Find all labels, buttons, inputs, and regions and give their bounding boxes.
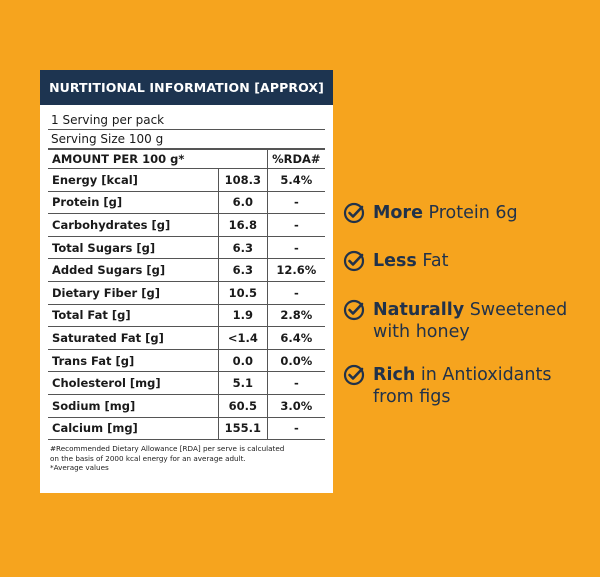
nutrient-rda: - xyxy=(266,280,325,305)
claim-item: Rich in Antioxidants from figs xyxy=(343,364,551,408)
nutrient-value: 6.3 xyxy=(217,235,268,260)
claim-bold: Naturally xyxy=(373,300,465,320)
nutrition-table: AMOUNT PER 100 g* %RDA# Energy [kcal] 108… xyxy=(48,149,325,441)
table-row: Carbohydrates [g] 16.8- xyxy=(48,213,325,237)
nutrient-label: Protein [g] xyxy=(48,190,219,215)
nutrient-rda: - xyxy=(266,371,325,395)
table-header-row: AMOUNT PER 100 g* %RDA# xyxy=(48,149,325,169)
nutrient-label: Carbohydrates [g] xyxy=(48,213,219,237)
check-circle-icon xyxy=(343,364,365,386)
nutrient-value: 6.0 xyxy=(217,190,268,215)
nutrient-rda: - xyxy=(266,416,325,441)
nutrient-label: Calcium [mg] xyxy=(48,416,219,441)
table-row: Calcium [mg] 155.1- xyxy=(48,416,325,441)
table-row: Added Sugars [g] 6.3 12.6% xyxy=(48,258,325,282)
serving-size: Serving Size 100 g xyxy=(48,130,325,149)
table-row: Total Sugars [g] 6.3- xyxy=(48,235,325,260)
nutrient-label: Cholesterol [mg] xyxy=(48,371,219,395)
nutrient-value: <1.4 xyxy=(217,326,268,350)
claim-text-line2: with honey xyxy=(373,322,470,342)
claim-bold: Rich xyxy=(373,365,416,385)
nutrient-rda: 0.0% xyxy=(266,348,325,373)
nutrient-value: 1.9 xyxy=(217,303,268,328)
nutrient-rda: - xyxy=(266,213,325,237)
nutrient-value: 10.5 xyxy=(217,280,268,305)
claim-item: More Protein 6g xyxy=(343,202,518,224)
table-row: Dietary Fiber [g] 10.5- xyxy=(48,280,325,305)
check-circle-icon xyxy=(343,299,365,321)
footnote: #Recommended Dietary Allowance [RDA] per… xyxy=(48,444,325,473)
nutrient-label: Trans Fat [g] xyxy=(48,348,219,373)
nutrient-rda: 3.0% xyxy=(266,393,325,418)
nutrient-label: Energy [kcal] xyxy=(48,168,219,192)
table-row: Protein [g] 6.0- xyxy=(48,190,325,215)
table-row: Energy [kcal] 108.3 5.4% xyxy=(48,168,325,192)
table-row: Total Fat [g] 1.9 2.8% xyxy=(48,303,325,328)
claim-text: in Antioxidants xyxy=(415,365,552,385)
nutrient-rda: 12.6% xyxy=(266,258,325,282)
table-row: Saturated Fat [g] <1.4 6.4% xyxy=(48,326,325,350)
amount-header: AMOUNT PER 100 g* xyxy=(48,149,268,169)
nutrient-rda: 2.8% xyxy=(266,303,325,328)
nutrient-value: 155.1 xyxy=(217,416,268,441)
nutrient-label: Saturated Fat [g] xyxy=(48,326,219,350)
nutrient-value: 108.3 xyxy=(217,168,268,192)
nutrient-value: 16.8 xyxy=(217,213,268,237)
nutrient-rda: 6.4% xyxy=(266,326,325,350)
claim-item: Naturally Sweetened with honey xyxy=(343,299,567,343)
claim-text: Fat xyxy=(416,251,449,271)
panel-title: NURTITIONAL INFORMATION [APPROX] xyxy=(40,70,333,105)
nutrient-label: Added Sugars [g] xyxy=(48,258,219,282)
table-row: Cholesterol [mg] 5.1- xyxy=(48,371,325,395)
footnote-line: #Recommended Dietary Allowance [RDA] per… xyxy=(50,444,285,454)
nutrient-value: 6.3 xyxy=(217,258,268,282)
table-row: Trans Fat [g] 0.0 0.0% xyxy=(48,348,325,373)
serving-per-pack: 1 Serving per pack xyxy=(48,111,325,130)
claim-text: Sweetened xyxy=(464,300,568,320)
nutrient-label: Total Fat [g] xyxy=(48,303,219,328)
nutrient-rda: - xyxy=(266,235,325,260)
nutrient-label: Sodium [mg] xyxy=(48,393,219,418)
nutrient-label: Total Sugars [g] xyxy=(48,235,219,260)
footnote-line: on the basis of 2000 kcal energy for an … xyxy=(50,453,246,463)
nutrient-value: 5.1 xyxy=(217,371,268,395)
footnote-line: *Average values xyxy=(50,463,109,473)
claim-text-line2: from figs xyxy=(373,387,451,407)
table-row: Sodium [mg] 60.5 3.0% xyxy=(48,393,325,418)
check-circle-icon xyxy=(343,202,365,224)
nutrient-rda: - xyxy=(266,190,325,215)
nutrition-panel: NURTITIONAL INFORMATION [APPROX] 1 Servi… xyxy=(40,70,333,493)
nutrient-rda: 5.4% xyxy=(266,168,325,192)
rda-header: %RDA# xyxy=(266,149,325,169)
claim-text: Protein 6g xyxy=(422,203,518,223)
claim-item: Less Fat xyxy=(343,250,448,272)
panel-body: 1 Serving per pack Serving Size 100 g AM… xyxy=(48,111,325,473)
nutrient-value: 0.0 xyxy=(217,348,268,373)
claim-bold: More xyxy=(373,203,423,223)
nutrient-label: Dietary Fiber [g] xyxy=(48,280,219,305)
claim-bold: Less xyxy=(373,251,417,271)
nutrient-value: 60.5 xyxy=(217,393,268,418)
check-circle-icon xyxy=(343,250,365,272)
